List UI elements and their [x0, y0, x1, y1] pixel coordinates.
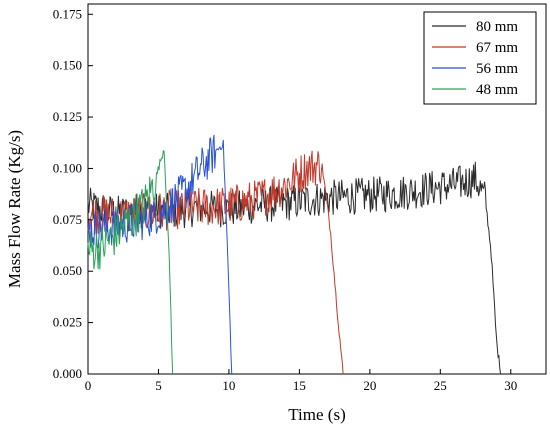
legend-entry: 56 mm	[476, 61, 518, 77]
y-tick-label: 0.175	[53, 6, 82, 21]
legend-entry: 80 mm	[476, 19, 518, 35]
series-line-56-mm	[87, 134, 233, 374]
x-tick-label: 0	[85, 378, 92, 393]
series-layer	[87, 134, 502, 375]
y-tick-label: 0.075	[53, 212, 82, 227]
plot-area	[87, 3, 547, 375]
x-tick-label: 5	[155, 378, 162, 393]
x-tick-label: 20	[363, 378, 376, 393]
y-tick-label: 0.050	[53, 263, 82, 278]
series-line-48-mm	[87, 149, 174, 374]
legend: 80 mm 67 mm 56 mm 48 mm	[423, 11, 537, 105]
x-tick-label: 30	[504, 378, 517, 393]
y-axis: 0.000 0.025 0.050 0.075 0.100 0.125 0.150 0.175	[53, 6, 93, 381]
legend-entry: 48 mm	[476, 82, 518, 98]
series-line-67-mm	[87, 150, 344, 375]
y-axis-title: Mass Flow Rate (Kg/s)	[5, 130, 24, 288]
series-line-80-mm	[87, 161, 502, 375]
legend-entry: 67 mm	[476, 40, 518, 56]
y-tick-label: 0.125	[53, 109, 82, 124]
x-axis: 0 5 10 15 20 25 30	[85, 369, 517, 393]
y-tick-label: 0.150	[53, 58, 82, 73]
x-axis-title: Time (s)	[288, 405, 345, 424]
x-tick-label: 15	[293, 378, 306, 393]
y-tick-label: 0.025	[53, 315, 82, 330]
x-tick-label: 25	[434, 378, 447, 393]
x-tick-label: 10	[222, 378, 235, 393]
y-tick-label: 0.100	[53, 160, 82, 175]
plot-frame	[87, 3, 547, 375]
y-tick-label: 0.000	[53, 366, 82, 381]
